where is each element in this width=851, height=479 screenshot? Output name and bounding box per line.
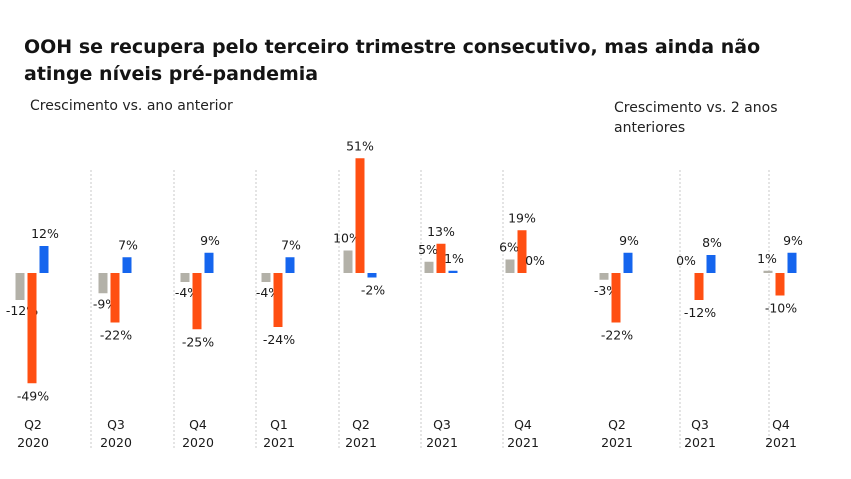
data-label: 8% — [702, 235, 722, 250]
bar — [424, 261, 434, 273]
x-tick-label-quarter: Q2 — [608, 417, 626, 432]
bar — [343, 250, 353, 273]
x-tick-label-year: 2021 — [263, 435, 295, 450]
bar — [192, 273, 202, 330]
x-tick-label-year: 2021 — [507, 435, 539, 450]
x-tick-label-year: 2021 — [426, 435, 458, 450]
x-tick-label-year: 2020 — [182, 435, 214, 450]
bar — [623, 252, 633, 273]
bar — [517, 230, 527, 273]
data-label: -22% — [100, 328, 132, 343]
x-tick-label-year: 2021 — [601, 435, 633, 450]
bar — [448, 270, 458, 273]
left-chart-subtitle: Crescimento vs. ano anterior — [30, 98, 233, 114]
data-label: 1% — [444, 251, 464, 266]
data-label: 0% — [676, 253, 696, 268]
data-label: 10% — [333, 231, 361, 246]
x-tick-label-quarter: Q4 — [772, 417, 790, 432]
bar — [787, 252, 797, 273]
x-tick-label-quarter: Q3 — [433, 417, 451, 432]
x-tick-label-quarter: Q4 — [189, 417, 207, 432]
x-tick-label-quarter: Q2 — [352, 417, 370, 432]
data-label: -22% — [601, 328, 633, 343]
x-tick-label-quarter: Q2 — [24, 417, 42, 432]
data-label: 19% — [508, 210, 536, 225]
bar — [180, 273, 190, 282]
bar — [611, 273, 621, 323]
bar — [775, 273, 785, 296]
bar — [110, 273, 120, 323]
x-tick-label-year: 2021 — [345, 435, 377, 450]
data-label: 7% — [118, 237, 138, 252]
x-tick-label-quarter: Q3 — [107, 417, 125, 432]
data-label: -12% — [684, 305, 716, 320]
right-chart-subtitle: Crescimento vs. 2 anos anteriores — [614, 100, 778, 136]
chart-title: OOH se recupera pelo terceiro trimestre … — [24, 36, 761, 85]
x-tick-label-year: 2021 — [765, 435, 797, 450]
data-label: -24% — [263, 332, 295, 347]
bar — [706, 255, 716, 273]
data-label: 1% — [757, 251, 777, 266]
bar — [285, 257, 295, 273]
x-tick-label-quarter: Q4 — [514, 417, 532, 432]
data-label: -49% — [17, 388, 49, 403]
x-tick-label-year: 2021 — [684, 435, 716, 450]
x-tick-label-quarter: Q1 — [270, 417, 288, 432]
data-label: 12% — [31, 226, 59, 241]
x-tick-label-year: 2020 — [100, 435, 132, 450]
bar — [505, 259, 515, 273]
bar — [261, 273, 271, 282]
data-label: -10% — [765, 301, 797, 316]
bar — [367, 273, 377, 278]
data-label: 51% — [346, 138, 374, 153]
data-label: 9% — [619, 233, 639, 248]
bar — [98, 273, 108, 294]
bar — [599, 273, 609, 280]
bar — [39, 246, 49, 273]
data-label: 9% — [783, 233, 803, 248]
bar — [355, 158, 365, 273]
data-label: 7% — [281, 237, 301, 252]
bar — [204, 252, 214, 273]
data-label: -2% — [361, 283, 385, 298]
bar — [122, 257, 132, 273]
bar — [694, 273, 704, 300]
data-label: 13% — [427, 224, 455, 239]
data-label: 0% — [525, 253, 545, 268]
bar — [273, 273, 283, 327]
x-tick-label-year: 2020 — [17, 435, 49, 450]
bar — [763, 270, 773, 273]
bar — [27, 273, 37, 384]
x-tick-label-quarter: Q3 — [691, 417, 709, 432]
bar — [436, 243, 446, 273]
data-label: 6% — [499, 240, 519, 255]
data-label: 5% — [418, 242, 438, 257]
data-label: -25% — [182, 334, 214, 349]
data-label: 9% — [200, 233, 220, 248]
bar — [15, 273, 25, 300]
